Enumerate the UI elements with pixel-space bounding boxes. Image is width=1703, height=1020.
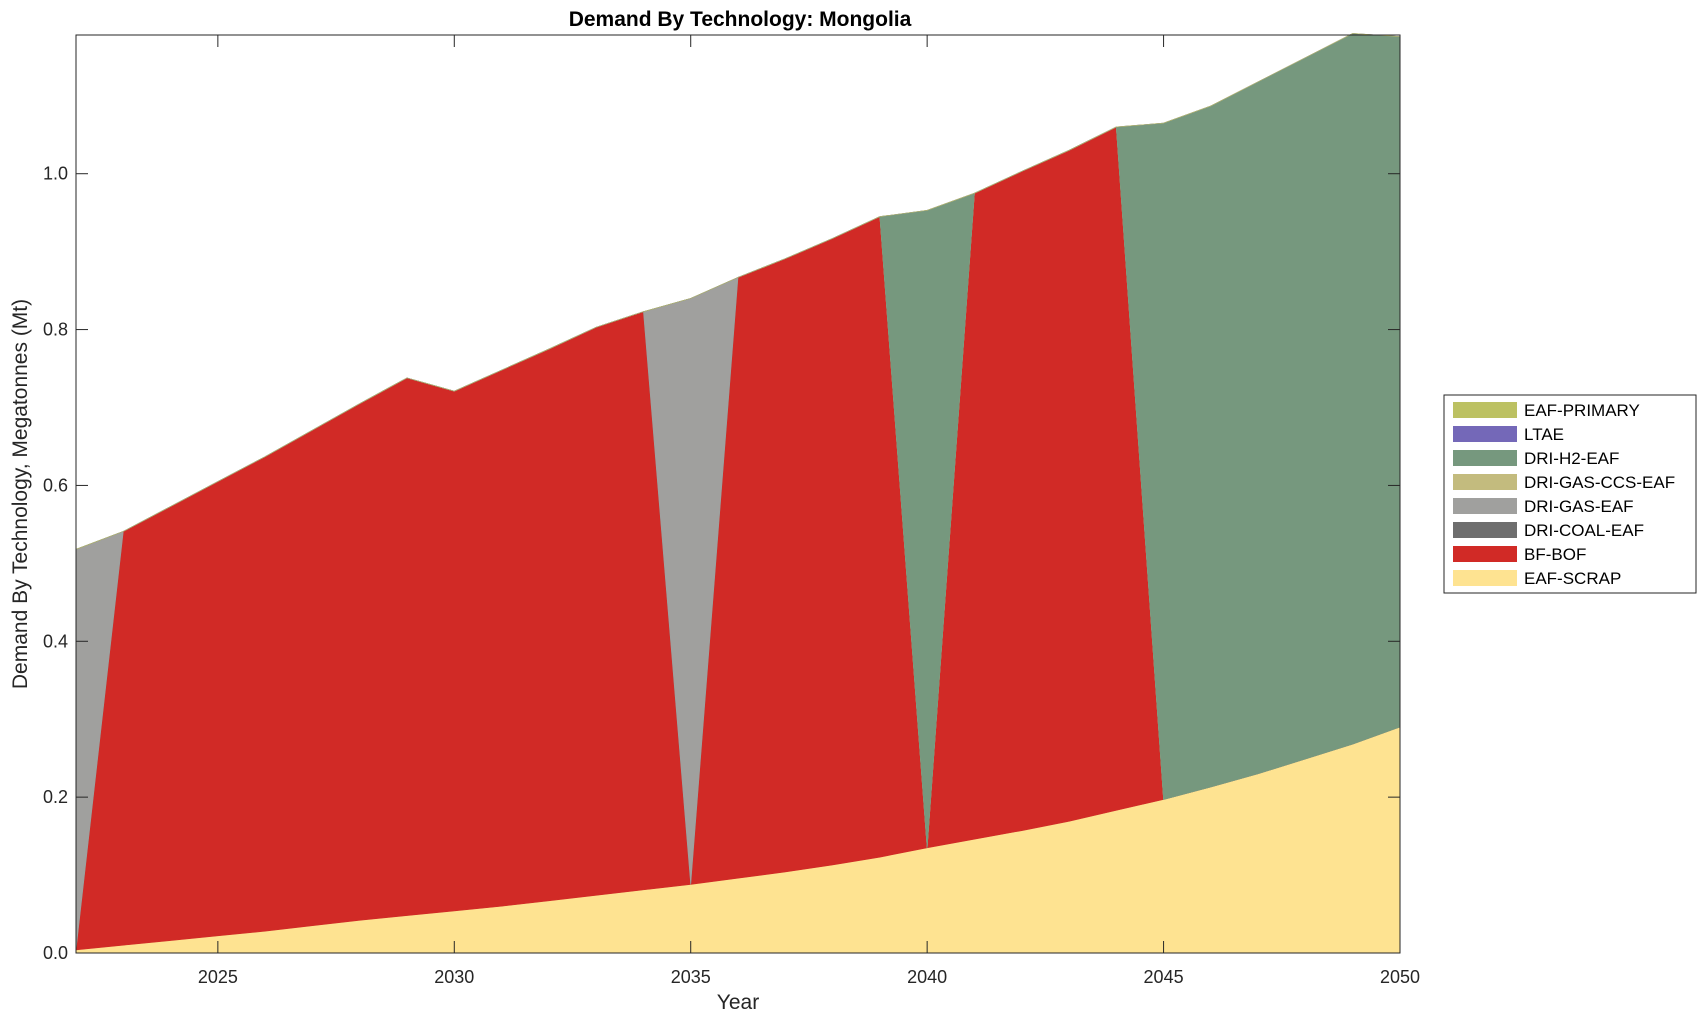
legend-label-ltae: LTAE xyxy=(1524,425,1564,444)
y-tick-label: 0.6 xyxy=(43,475,68,495)
x-tick-label: 2050 xyxy=(1380,967,1420,987)
legend-swatch-bf-bof xyxy=(1453,546,1517,562)
legend-swatch-dri-coal-eaf xyxy=(1453,522,1517,538)
legend-label-dri-gas-eaf: DRI-GAS-EAF xyxy=(1524,497,1634,516)
legend-label-dri-coal-eaf: DRI-COAL-EAF xyxy=(1524,521,1644,540)
y-tick-label: 0.2 xyxy=(43,787,68,807)
legend-swatch-eaf-scrap xyxy=(1453,570,1517,586)
legend-label-eaf-scrap: EAF-SCRAP xyxy=(1524,569,1621,588)
x-tick-label: 2035 xyxy=(671,967,711,987)
x-axis-ticks: 2025 2030 2035 2040 2045 2050 xyxy=(198,35,1420,987)
legend-swatch-dri-h2-eaf xyxy=(1453,450,1517,466)
legend: EAF-PRIMARY LTAE DRI-H2-EAF DRI-GAS-CCS-EAF… xyxy=(1443,394,1697,594)
x-tick-label: 2045 xyxy=(1144,967,1184,987)
legend-swatch-eaf-primary xyxy=(1453,402,1517,418)
y-axis-ticks: 0.0 0.2 0.4 0.6 0.8 1.0 xyxy=(43,164,1400,963)
y-axis-label: Demand By Technology, Megatonnes (Mt) xyxy=(9,299,32,689)
legend-label-dri-gas-ccs-eaf: DRI-GAS-CCS-EAF xyxy=(1524,473,1675,492)
legend-swatch-ltae xyxy=(1453,426,1517,442)
y-tick-label: 0.8 xyxy=(43,320,68,340)
x-tick-label: 2030 xyxy=(434,967,474,987)
x-axis-label: Year xyxy=(717,991,759,1014)
legend-swatch-dri-gas-ccs-eaf xyxy=(1453,474,1517,490)
x-tick-label: 2025 xyxy=(198,967,238,987)
legend-label-dri-h2-eaf: DRI-H2-EAF xyxy=(1524,449,1619,468)
plot-frame xyxy=(75,34,1401,954)
legend-label-bf-bof: BF-BOF xyxy=(1524,545,1586,564)
chart-title: Demand By Technology: Mongolia xyxy=(569,8,912,31)
x-tick-label: 2040 xyxy=(907,967,947,987)
series-areas xyxy=(75,33,1401,954)
legend-swatch-dri-gas-eaf xyxy=(1453,498,1517,514)
y-tick-label: 0.0 xyxy=(43,943,68,963)
legend-label-eaf-primary: EAF-PRIMARY xyxy=(1524,401,1640,420)
y-tick-label: 0.4 xyxy=(43,631,68,651)
y-tick-label: 1.0 xyxy=(43,164,68,184)
